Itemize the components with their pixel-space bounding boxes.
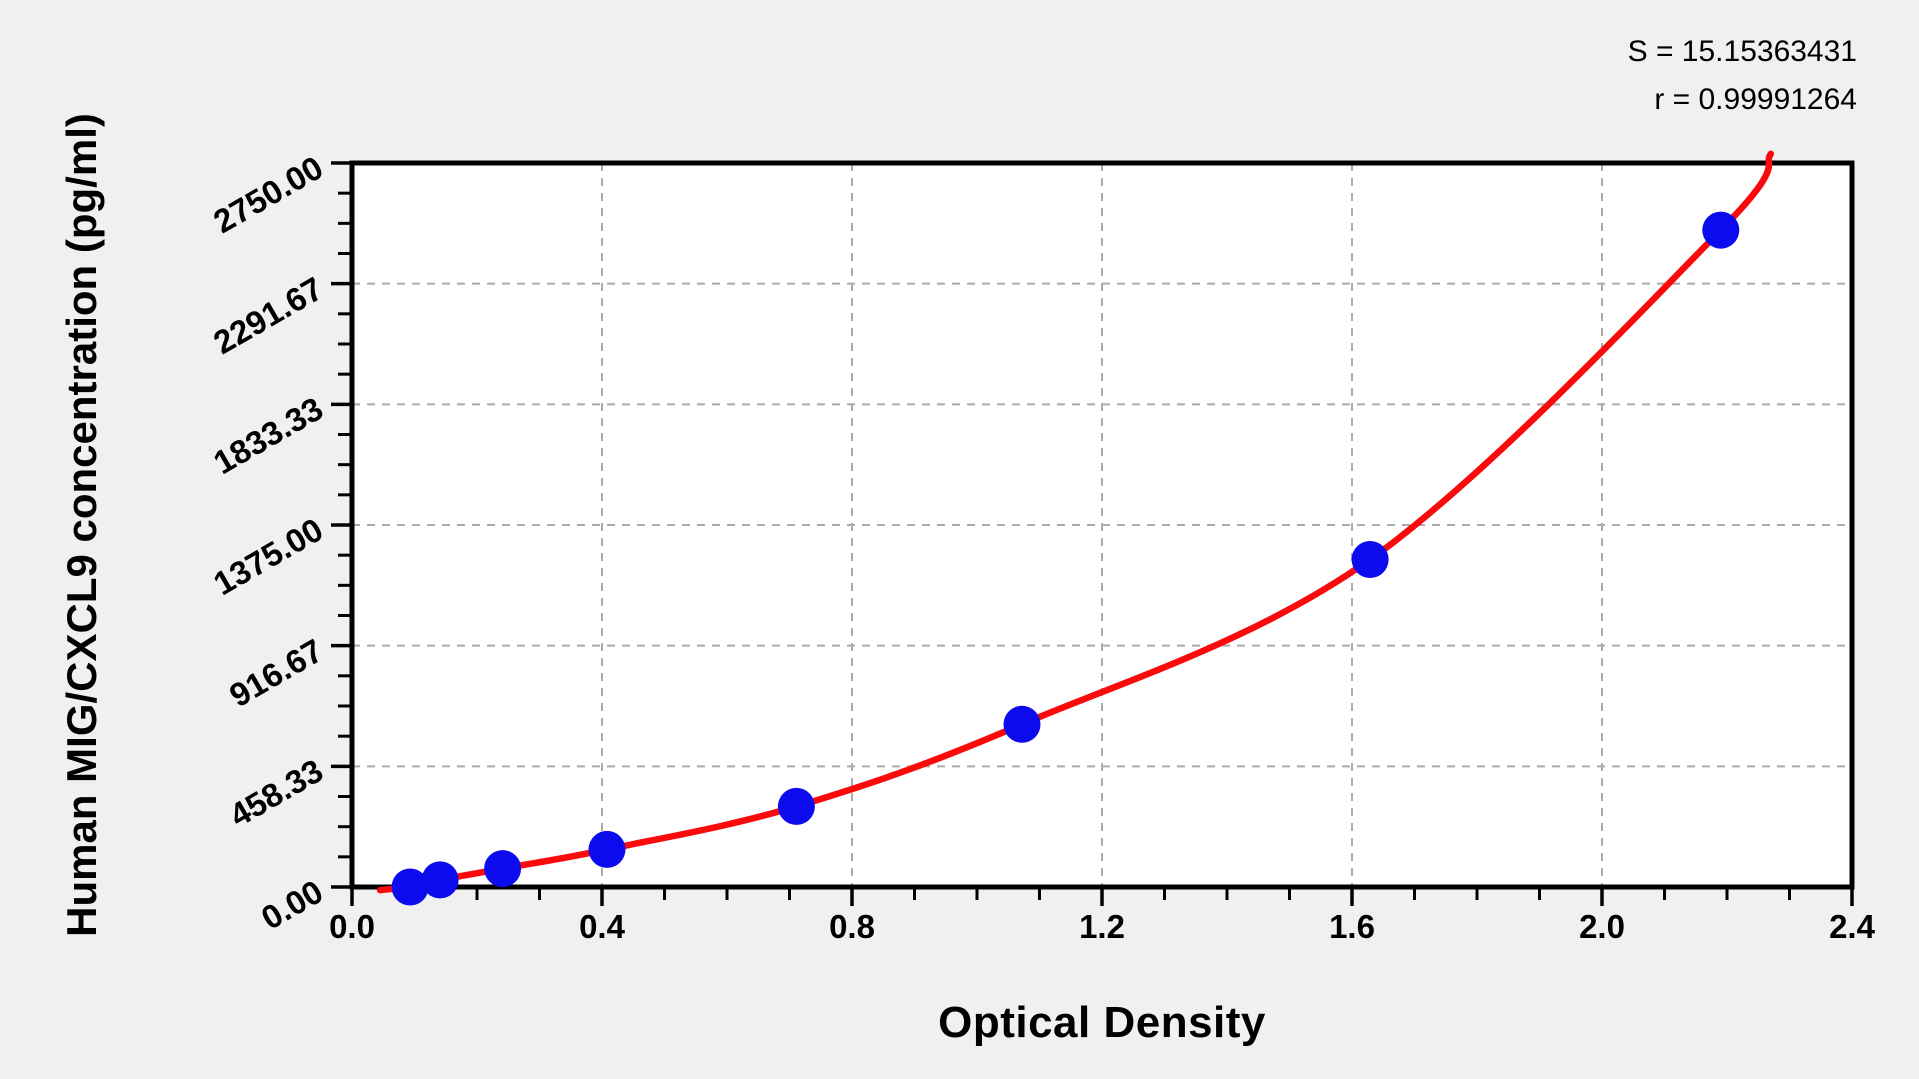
data-point [421, 861, 459, 899]
data-point [1702, 211, 1740, 249]
x-tick-label: 0.4 [579, 908, 625, 945]
data-point [1351, 541, 1389, 578]
data-point [777, 787, 815, 825]
fit-statistics: S = 15.15363431 r = 0.99991264 [1628, 28, 1857, 124]
y-axis-title: Human MIG/CXCL9 concentration (pg/ml) [58, 113, 105, 937]
x-tick-label: 0.8 [829, 908, 875, 945]
data-point [391, 868, 429, 906]
data-point [1003, 705, 1041, 743]
x-tick-label: 0.0 [329, 908, 375, 945]
data-point [588, 830, 626, 868]
data-point [484, 850, 522, 888]
x-axis-title: Optical Density [938, 998, 1266, 1047]
x-tick-label: 1.6 [1329, 908, 1375, 945]
x-tick-label: 1.2 [1079, 908, 1125, 945]
x-tick-label: 2.4 [1829, 908, 1875, 945]
fit-r-value: r = 0.99991264 [1654, 83, 1857, 116]
fit-s-value: S = 15.15363431 [1627, 35, 1857, 68]
x-tick-label: 2.0 [1579, 908, 1625, 945]
plot-frame [349, 160, 1855, 890]
